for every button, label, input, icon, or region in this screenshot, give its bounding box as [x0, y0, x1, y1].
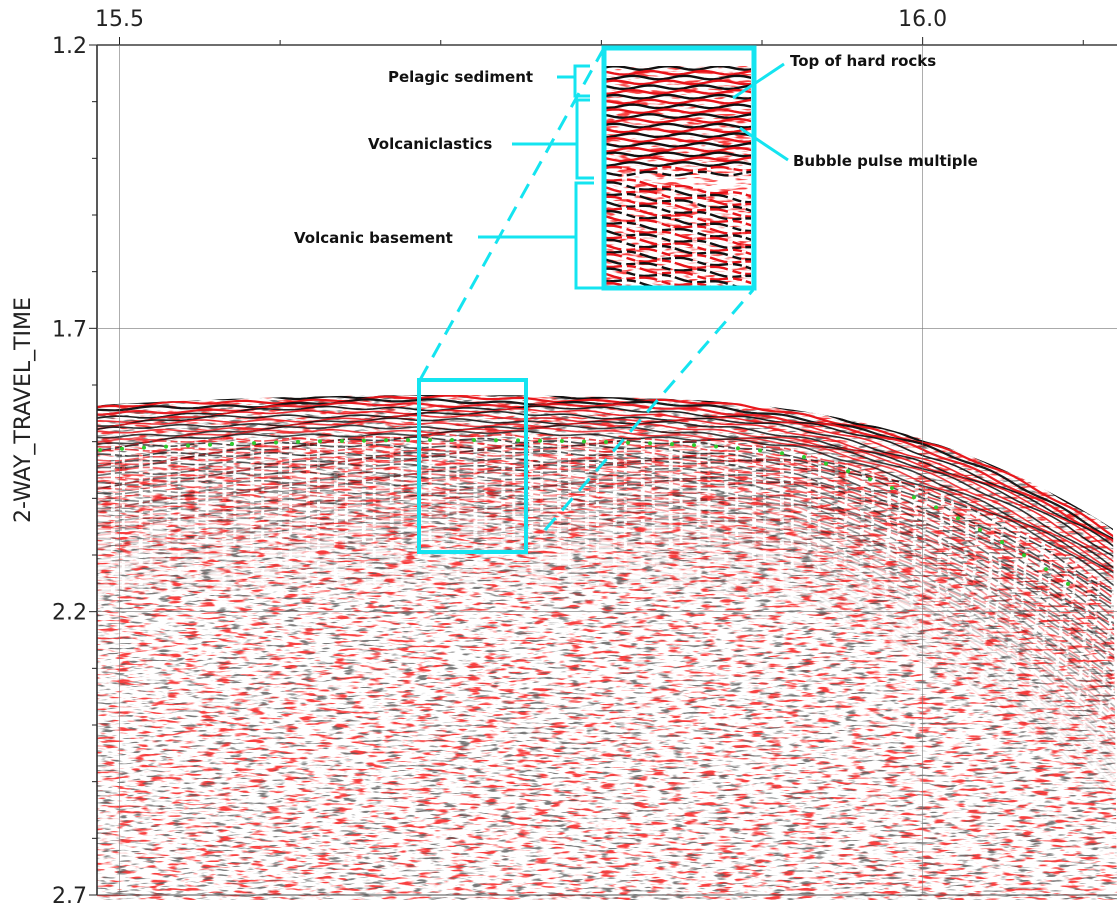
- reflector: [604, 295, 754, 313]
- chart: 15.5 16.0 1.2 1.7 2.2 2.7 Pelagic sediment Vo…: [0, 0, 1117, 907]
- horizon-pick: [956, 516, 960, 520]
- horizon-pick: [692, 443, 696, 447]
- horizon-pick: [274, 441, 278, 445]
- horizon-pick: [362, 439, 366, 443]
- horizon-pick: [186, 444, 190, 448]
- horizon-pick: [868, 477, 872, 481]
- horizon-pick: [978, 528, 982, 532]
- horizon-pick: [208, 443, 212, 447]
- horizon-pick: [802, 455, 806, 459]
- horizon-pick: [604, 440, 608, 444]
- horizon-pick: [538, 439, 542, 443]
- horizon-pick: [428, 438, 432, 442]
- horizon-pick: [1000, 540, 1004, 544]
- annotation: Pelagic sediment: [388, 68, 533, 86]
- y-tick-label: 2.7: [52, 884, 87, 907]
- horizon-pick: [758, 449, 762, 453]
- horizon-pick: [824, 462, 828, 466]
- x-tick-label: 16.0: [898, 7, 947, 32]
- y-tick-label: 1.2: [52, 34, 87, 59]
- x-tick-label: 15.5: [95, 7, 144, 32]
- horizon-pick: [318, 439, 322, 443]
- horizon-pick: [516, 438, 520, 442]
- horizon-pick: [648, 441, 652, 445]
- horizon-pick: [98, 448, 102, 452]
- horizon-pick: [472, 438, 476, 442]
- horizon-pick: [780, 451, 784, 455]
- horizon-pick: [1044, 567, 1048, 571]
- horizon-pick: [560, 439, 564, 443]
- horizon-pick: [406, 438, 410, 442]
- inset-image: [604, 48, 754, 313]
- horizon-pick: [120, 447, 124, 451]
- page: {"chart_data": {"type": "seismic", "y_la…: [0, 0, 1117, 907]
- horizon-pick: [736, 446, 740, 450]
- y-tick-label: 1.7: [52, 317, 87, 342]
- annotation: Top of hard rocks: [790, 52, 936, 70]
- horizon-pick: [890, 486, 894, 490]
- horizon-pick: [582, 440, 586, 444]
- y-axis-label: 2-WAY_TRAVEL_TIME: [11, 297, 36, 523]
- horizon-pick: [846, 469, 850, 473]
- horizon-pick: [670, 442, 674, 446]
- y-tick-label: 2.2: [52, 601, 87, 626]
- annotation: Bubble pulse multiple: [793, 152, 978, 170]
- horizon-pick: [384, 438, 388, 442]
- horizon-pick: [296, 440, 300, 444]
- horizon-pick: [714, 445, 718, 449]
- horizon-pick: [1022, 553, 1026, 557]
- horizon-pick: [230, 442, 234, 446]
- horizon-pick: [340, 439, 344, 443]
- seismic-section: [97, 380, 1117, 900]
- horizon-pick: [934, 505, 938, 509]
- horizon-pick: [494, 438, 498, 442]
- horizon-pick: [164, 445, 168, 449]
- annotation: Volcaniclastics: [368, 135, 492, 153]
- horizon-pick: [626, 441, 630, 445]
- horizon-pick: [450, 438, 454, 442]
- horizon-pick: [1066, 582, 1070, 586]
- horizon-pick: [912, 495, 916, 499]
- horizon-pick: [252, 441, 256, 445]
- horizon-pick: [142, 446, 146, 450]
- annotation: Volcanic basement: [294, 229, 453, 247]
